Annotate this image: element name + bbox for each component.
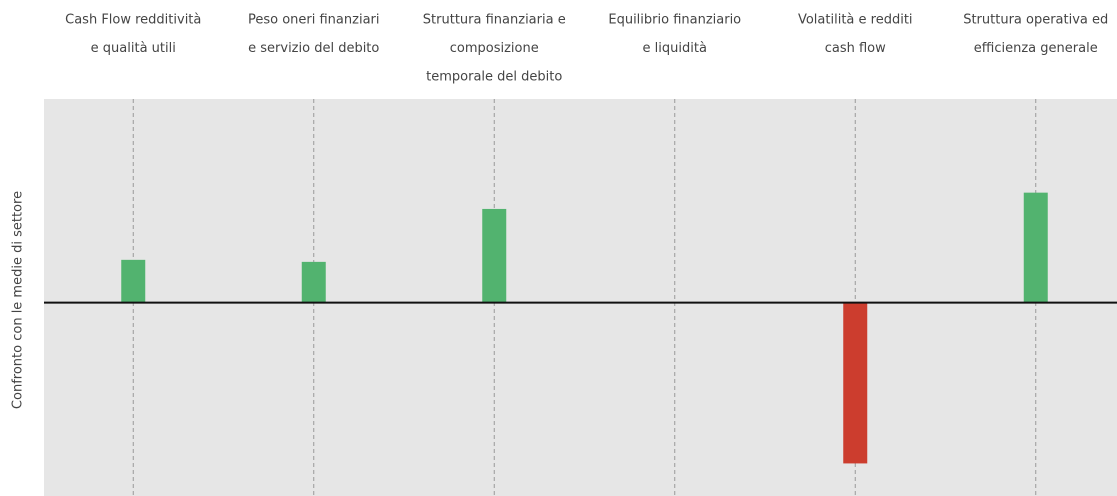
x-tick-label: e liquidità xyxy=(643,41,707,56)
bar xyxy=(301,261,326,303)
x-tick-label: Struttura finanziaria e xyxy=(423,13,566,28)
bar xyxy=(1023,192,1048,303)
plot-background xyxy=(44,99,1117,496)
bar xyxy=(482,208,507,303)
x-tick-label: temporale del debito xyxy=(426,70,562,85)
bar xyxy=(121,259,146,303)
x-tick-label: e qualità utili xyxy=(91,41,176,56)
x-tick-label: composizione xyxy=(450,41,539,56)
x-tick-label: e servizio del debito xyxy=(248,41,379,56)
bar xyxy=(843,302,868,464)
x-tick-label: Struttura operativa ed xyxy=(963,13,1108,28)
x-tick-label: Cash Flow redditività xyxy=(65,13,201,28)
x-tick-label: Volatilità e redditi xyxy=(798,13,913,28)
x-tick-label: Peso oneri finanziari xyxy=(248,13,380,28)
x-tick-label: cash flow xyxy=(825,41,886,56)
x-tick-label: efficienza generale xyxy=(974,41,1098,56)
y-axis-label: Confronto con le medie di settore xyxy=(11,191,26,409)
x-tick-label: Equilibrio finanziario xyxy=(608,13,741,28)
